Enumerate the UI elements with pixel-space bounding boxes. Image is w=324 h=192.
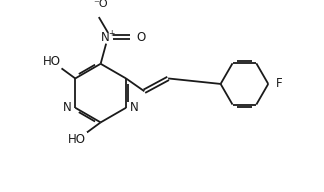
Text: N: N [63,101,72,114]
Text: HO: HO [68,133,86,146]
Text: N: N [101,31,110,44]
Text: O: O [136,31,145,44]
Text: N: N [130,101,138,114]
Text: ⁻O: ⁻O [93,0,108,9]
Text: F: F [276,77,282,90]
Text: HO: HO [42,55,61,68]
Text: +: + [109,29,115,38]
